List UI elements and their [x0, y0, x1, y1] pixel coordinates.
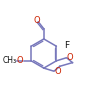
Text: F: F [64, 41, 69, 50]
Text: O: O [34, 16, 40, 25]
Text: O: O [54, 67, 61, 76]
Text: CH₃: CH₃ [3, 56, 17, 65]
Text: O: O [67, 53, 73, 62]
Text: O: O [17, 56, 24, 65]
